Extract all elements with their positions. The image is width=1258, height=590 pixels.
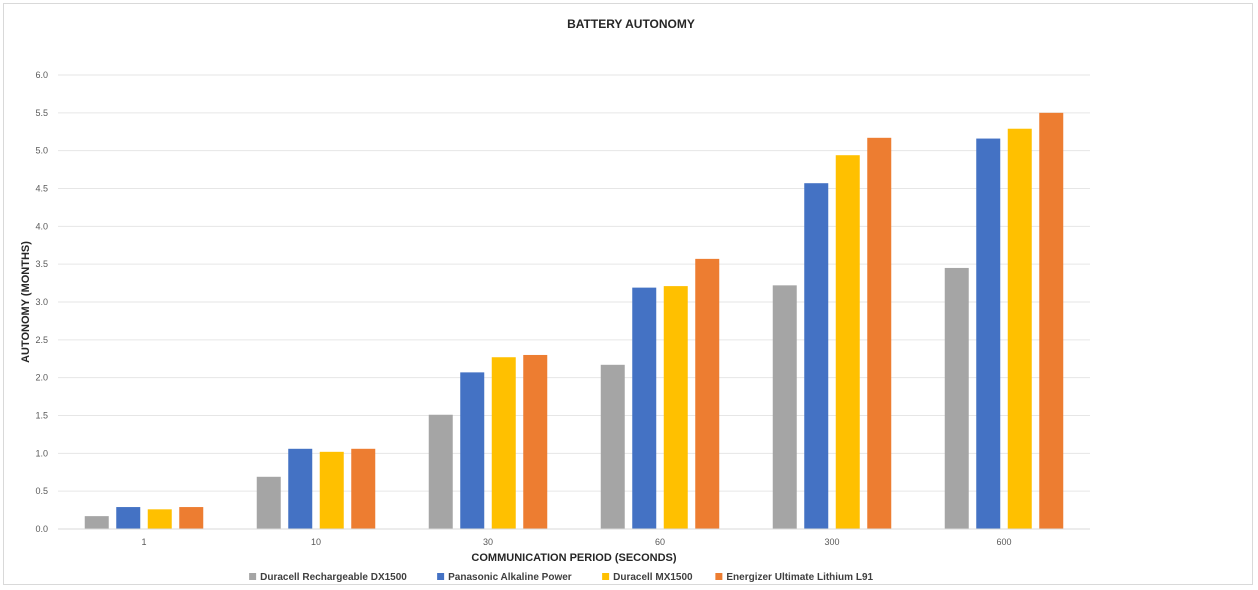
y-tick-label: 3.0 bbox=[35, 297, 48, 307]
bar bbox=[695, 258, 720, 529]
y-tick-label: 0.5 bbox=[35, 486, 48, 496]
chart-title: BATTERY AUTONOMY bbox=[567, 17, 695, 31]
x-tick-label: 300 bbox=[824, 537, 839, 547]
bar bbox=[116, 507, 141, 529]
legend-swatch bbox=[437, 573, 445, 580]
bar bbox=[351, 448, 376, 529]
bar bbox=[460, 372, 485, 529]
y-tick-label: 2.5 bbox=[35, 335, 48, 345]
bar bbox=[288, 448, 313, 529]
y-tick-label: 6.0 bbox=[35, 70, 48, 80]
y-tick-label: 5.0 bbox=[35, 146, 48, 156]
bar bbox=[84, 516, 109, 529]
bars bbox=[84, 112, 1064, 529]
bar bbox=[179, 507, 204, 529]
y-tick-label: 3.5 bbox=[35, 259, 48, 269]
x-axis-title: COMMUNICATION PERIOD (SECONDS) bbox=[471, 552, 676, 564]
bar bbox=[835, 155, 860, 529]
bar bbox=[867, 137, 892, 529]
y-axis-ticks: 0.0 0.5 1.0 1.5 2.0 2.5 3.0 3.5 4.0 4.5 5.0 5.5 6.0 bbox=[35, 70, 48, 534]
bar bbox=[804, 183, 829, 529]
legend-swatch bbox=[715, 573, 723, 580]
bar bbox=[256, 476, 281, 529]
bar bbox=[663, 286, 688, 529]
bar bbox=[1007, 128, 1032, 529]
y-tick-label: 2.0 bbox=[35, 373, 48, 383]
y-tick-label: 1.5 bbox=[35, 411, 48, 421]
bar bbox=[491, 357, 516, 529]
legend-label: Duracell MX1500 bbox=[613, 572, 693, 583]
bar bbox=[147, 509, 172, 529]
x-tick-label: 600 bbox=[996, 537, 1011, 547]
bar bbox=[428, 414, 453, 529]
x-tick-label: 30 bbox=[483, 537, 493, 547]
y-axis-title: AUTONOMY (MONTHS) bbox=[20, 241, 32, 363]
legend-label: Energizer Ultimate Lithium L91 bbox=[726, 572, 873, 583]
bar bbox=[1039, 112, 1064, 529]
x-tick-label: 1 bbox=[141, 537, 146, 547]
legend: Duracell Rechargeable DX1500 Panasonic Al… bbox=[249, 572, 874, 583]
bar bbox=[523, 354, 548, 529]
y-tick-label: 1.0 bbox=[35, 448, 48, 458]
x-axis-ticks: 1 10 30 60 300 600 bbox=[141, 537, 1011, 547]
legend-label: Duracell Rechargeable DX1500 bbox=[260, 572, 407, 583]
legend-swatch bbox=[602, 573, 610, 580]
y-tick-label: 4.0 bbox=[35, 221, 48, 231]
bar bbox=[632, 287, 657, 529]
bar bbox=[600, 364, 625, 529]
y-tick-label: 5.5 bbox=[35, 108, 48, 118]
y-tick-label: 0.0 bbox=[35, 524, 48, 534]
bar bbox=[976, 138, 1001, 529]
bar bbox=[319, 451, 344, 529]
legend-label: Panasonic Alkaline Power bbox=[448, 572, 572, 583]
legend-swatch bbox=[249, 573, 257, 580]
x-tick-label: 10 bbox=[311, 537, 321, 547]
bar bbox=[944, 267, 969, 529]
bar bbox=[772, 285, 797, 529]
y-tick-label: 4.5 bbox=[35, 184, 48, 194]
gridlines bbox=[58, 74, 1090, 492]
x-tick-label: 60 bbox=[655, 537, 665, 547]
